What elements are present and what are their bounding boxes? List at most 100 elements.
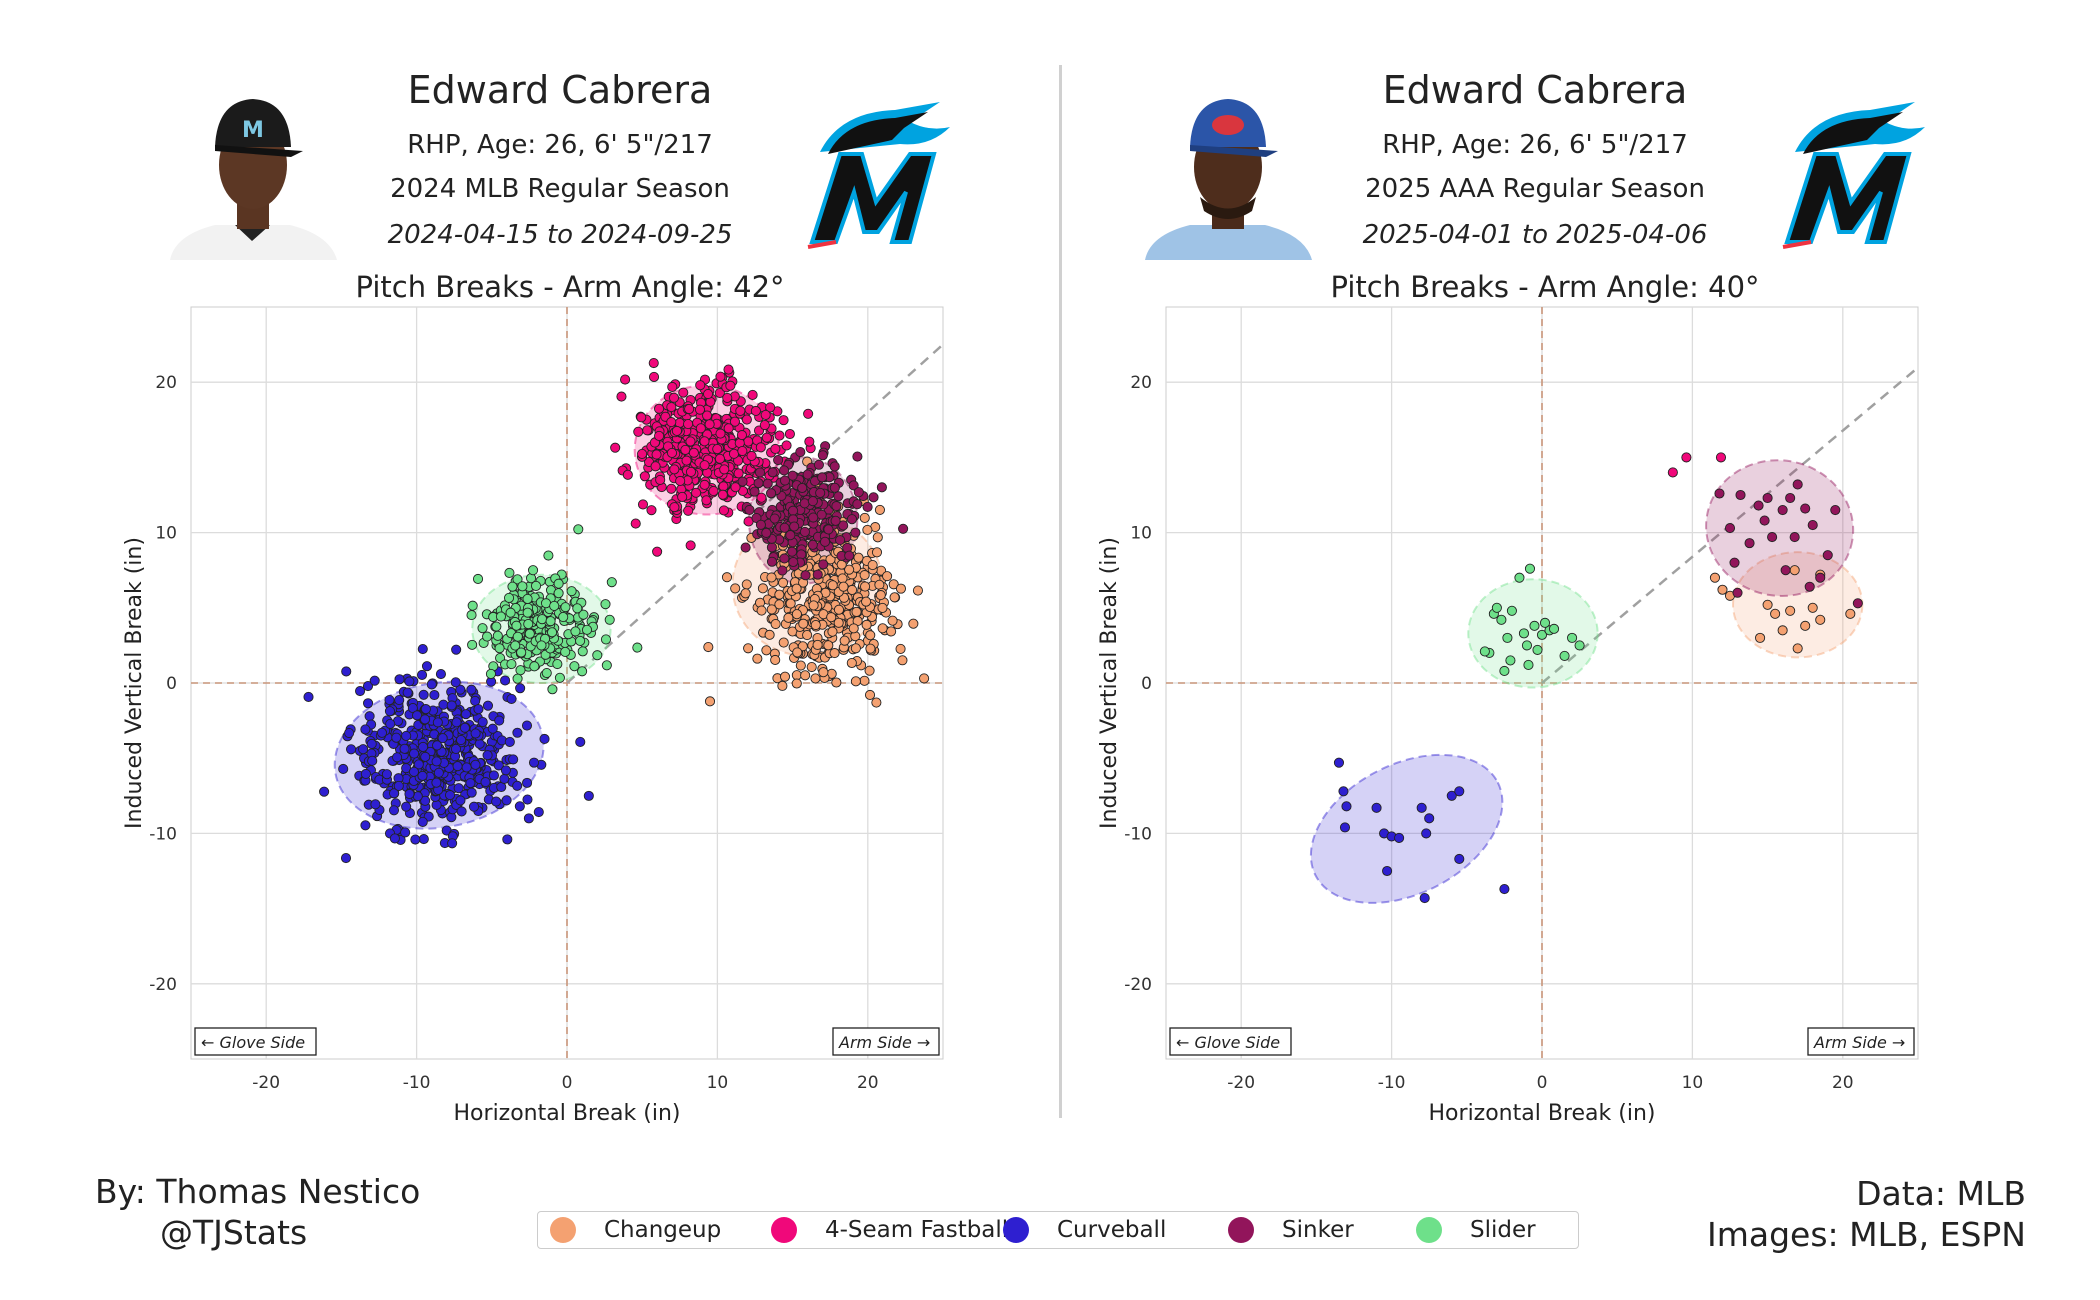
pitch-point — [601, 660, 612, 671]
pitch-point — [749, 486, 760, 497]
pitch-point — [1496, 614, 1507, 625]
pitch-point — [810, 673, 821, 684]
pitch-point — [502, 834, 513, 845]
pitch-point — [737, 476, 748, 487]
legend-item: 4-Seam Fastball — [771, 1212, 1008, 1248]
pitch-point — [547, 684, 558, 695]
pitch-point — [1567, 632, 1578, 643]
pitch-point — [851, 606, 862, 617]
pitch-point — [796, 549, 807, 560]
pitch-point — [404, 676, 415, 687]
pitch-point — [388, 805, 400, 816]
pitch-point — [729, 416, 740, 427]
pitch-point — [493, 760, 504, 771]
x-axis-label: Horizontal Break (in) — [1429, 1101, 1656, 1126]
pitch-point — [708, 486, 719, 497]
source-credit: Data: MLB Images: MLB, ESPN — [1707, 1172, 2026, 1254]
pitch-point — [829, 482, 840, 493]
pitch-point — [888, 579, 899, 590]
pitch-point — [512, 574, 523, 585]
pitch-point — [800, 570, 811, 581]
pitch-point — [699, 460, 710, 471]
pitch-point — [861, 619, 872, 630]
series-slider — [466, 524, 643, 695]
pitch-point — [848, 480, 859, 491]
legend-label: Changeup — [604, 1217, 722, 1243]
pitch-point — [778, 415, 789, 426]
pitch-point — [895, 643, 906, 654]
pitch-point — [728, 448, 740, 459]
pitch-point — [1800, 503, 1811, 514]
pitch-point — [1789, 565, 1800, 576]
pitch-point — [912, 585, 923, 596]
pitch-point — [426, 679, 437, 690]
pitch-point — [795, 447, 806, 458]
author-credit: By: Thomas Nestico @TJStats — [95, 1172, 420, 1252]
pitch-point — [669, 464, 680, 475]
series-curveball — [1333, 757, 1510, 904]
pitch-point — [791, 678, 802, 689]
pitch-point — [482, 631, 493, 642]
pitch-point — [807, 539, 818, 550]
pitch-point — [530, 580, 542, 591]
pitch-point — [798, 618, 809, 629]
pitch-point — [360, 724, 371, 735]
pitch-point — [303, 691, 314, 703]
pitch-point — [714, 387, 725, 399]
pitch-point — [765, 402, 776, 413]
pitch-point — [740, 588, 751, 599]
pitch-point — [1421, 828, 1432, 839]
pitch-point — [675, 475, 686, 487]
pitch-point — [572, 603, 583, 614]
pitch-point — [569, 661, 580, 672]
pitch-point — [1724, 523, 1736, 534]
pitch-point — [683, 505, 694, 516]
pitch-point — [759, 419, 770, 431]
pitch-point — [802, 629, 813, 641]
pitch-point — [766, 542, 777, 553]
pitch-point — [521, 720, 533, 731]
pitch-point — [467, 639, 478, 650]
pitch-point — [456, 806, 467, 817]
pitch-point — [791, 670, 802, 681]
pitch-point — [480, 777, 491, 788]
pitch-point — [524, 628, 535, 639]
pitch-point — [1792, 643, 1803, 654]
chart-title: Pitch Breaks - Arm Angle: 42° — [355, 270, 785, 304]
pitch-point — [1424, 813, 1435, 824]
pitch-point — [637, 499, 649, 510]
pitch-point — [766, 488, 777, 499]
pitch-point — [721, 572, 733, 583]
pitch-point — [685, 540, 696, 551]
pitch-point — [360, 768, 371, 780]
pitch-point — [669, 502, 680, 513]
pitch-point — [875, 590, 886, 601]
pitch-point — [494, 643, 505, 654]
pitch-point — [552, 658, 563, 670]
pitch-point — [766, 556, 778, 567]
pitch-point — [381, 769, 392, 780]
pitch-point — [735, 405, 746, 416]
marlins-logo — [1775, 92, 1940, 252]
pitch-point — [839, 635, 850, 646]
pitch-point — [737, 445, 748, 457]
pitch-point — [1744, 538, 1755, 549]
pitch-point — [859, 675, 870, 686]
pitch-point — [740, 542, 751, 553]
pitch-point — [919, 673, 930, 684]
pitch-point — [1574, 640, 1585, 651]
pitch-point — [1505, 655, 1516, 666]
pitch-point — [1800, 620, 1811, 631]
pitch-point — [778, 637, 789, 648]
pitch-point — [844, 550, 855, 561]
pitch-point — [560, 646, 571, 657]
pitch-point — [797, 641, 808, 652]
pitch-point — [1491, 602, 1502, 613]
pitch-point — [685, 436, 696, 447]
pitch-point — [470, 759, 481, 770]
pitch-point — [808, 600, 819, 611]
pitch-point — [788, 556, 799, 568]
pitch-type-legend: Changeup 4-Seam Fastball Curveball Sinker Sl… — [537, 1211, 1579, 1249]
pitch-point — [777, 680, 788, 691]
glove-side-label: ← Glove Side — [201, 1033, 305, 1052]
